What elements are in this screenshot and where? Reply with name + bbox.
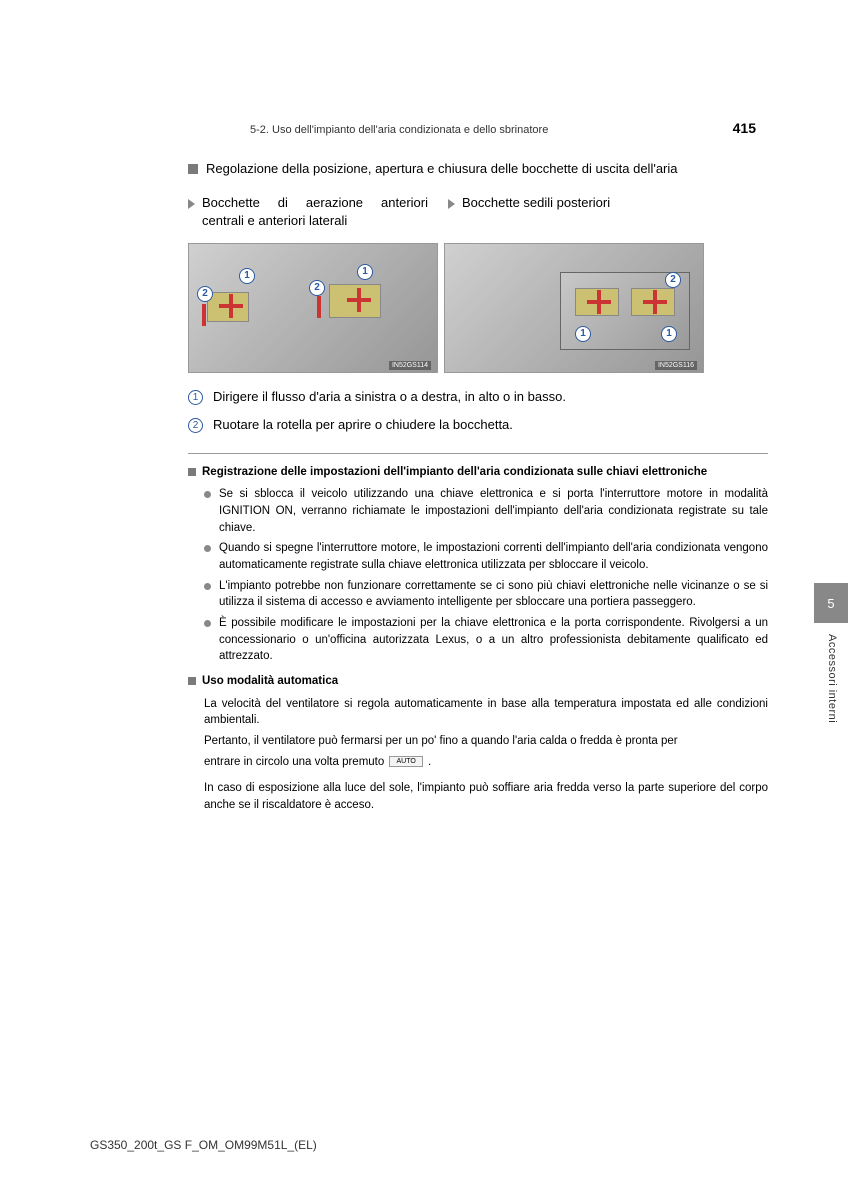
front-vents-diagram: 2 1 2 1 IN52GS114 bbox=[188, 243, 438, 373]
bullet-item: Se si sblocca il veicolo utilizzando una… bbox=[204, 486, 768, 536]
subheading-right-text: Bocchette sedili posteriori bbox=[462, 194, 610, 212]
square-bullet-icon bbox=[188, 677, 196, 685]
circle-bullet-icon bbox=[204, 583, 211, 590]
list-item: 1 Dirigere il flusso d'aria a sinistra o… bbox=[188, 389, 768, 405]
callout-2: 2 bbox=[309, 280, 325, 296]
document-code: GS350_200t_GS F_OM_OM99M51L_(EL) bbox=[90, 1138, 317, 1152]
image-code: IN52GS114 bbox=[389, 361, 431, 370]
subheading-left: Bocchette di aerazione anteriori central… bbox=[188, 194, 428, 230]
chapter-tab: 5 bbox=[814, 583, 848, 623]
bullet-text: Se si sblocca il veicolo utilizzando una… bbox=[219, 486, 768, 536]
main-heading: Regolazione della posizione, apertura e … bbox=[188, 160, 768, 178]
info-title: Uso modalità automatica bbox=[202, 673, 338, 690]
chapter-number: 5 bbox=[827, 596, 834, 611]
info-block-1: Registrazione delle impostazioni dell'im… bbox=[188, 464, 768, 665]
diagram-row: 2 1 2 1 IN52GS114 2 1 1 IN52GS116 bbox=[188, 243, 768, 373]
circle-bullet-icon bbox=[204, 491, 211, 498]
subheading-row: Bocchette di aerazione anteriori central… bbox=[188, 194, 768, 230]
circled-1-icon: 1 bbox=[188, 390, 203, 405]
bullet-item: È possibile modificare le impostazioni p… bbox=[204, 615, 768, 665]
info-title: Registrazione delle impostazioni dell'im… bbox=[202, 464, 707, 481]
bullet-text: L'impianto potrebbe non funzionare corre… bbox=[219, 578, 768, 611]
list-item: 2 Ruotare la rotella per aprire o chiude… bbox=[188, 417, 768, 433]
circle-bullet-icon bbox=[204, 545, 211, 552]
square-bullet-icon bbox=[188, 164, 198, 174]
page-header: 5-2. Uso dell'impianto dell'aria condizi… bbox=[130, 120, 768, 136]
square-bullet-icon bbox=[188, 468, 196, 476]
info-paragraph: entrare in circolo una volta premuto AUT… bbox=[204, 754, 768, 771]
divider bbox=[188, 453, 768, 454]
image-code: IN52GS116 bbox=[655, 361, 697, 370]
subheading-left-text: Bocchette di aerazione anteriori central… bbox=[202, 194, 428, 230]
callout-1: 1 bbox=[239, 268, 255, 284]
item-text: Dirigere il flusso d'aria a sinistra o a… bbox=[213, 389, 566, 404]
info-paragraph: La velocità del ventilatore si regola au… bbox=[204, 696, 768, 729]
info-heading: Registrazione delle impostazioni dell'im… bbox=[188, 464, 768, 481]
page-number: 415 bbox=[733, 120, 756, 136]
rear-vents-diagram: 2 1 1 IN52GS116 bbox=[444, 243, 704, 373]
callout-1: 1 bbox=[575, 326, 591, 342]
direction-arrows-icon bbox=[347, 288, 371, 312]
direction-arrows-icon bbox=[643, 290, 667, 314]
chapter-label: Accessori interni bbox=[826, 634, 838, 723]
bullet-text: Quando si spegne l'interruttore motore, … bbox=[219, 540, 768, 573]
vertical-arrow-icon bbox=[317, 296, 321, 318]
circled-2-icon: 2 bbox=[188, 418, 203, 433]
info-paragraph: In caso di esposizione alla luce del sol… bbox=[204, 780, 768, 813]
callout-1: 1 bbox=[357, 264, 373, 280]
triangle-icon bbox=[188, 199, 195, 209]
circle-bullet-icon bbox=[204, 620, 211, 627]
direction-arrows-icon bbox=[219, 294, 243, 318]
auto-button-icon: AUTO bbox=[389, 756, 422, 767]
bullet-item: Quando si spegne l'interruttore motore, … bbox=[204, 540, 768, 573]
direction-arrows-icon bbox=[587, 290, 611, 314]
subheading-right: Bocchette sedili posteriori bbox=[448, 194, 668, 230]
main-heading-text: Regolazione della posizione, apertura e … bbox=[206, 160, 678, 178]
callout-2: 2 bbox=[197, 286, 213, 302]
triangle-icon bbox=[448, 199, 455, 209]
numbered-list: 1 Dirigere il flusso d'aria a sinistra o… bbox=[188, 389, 768, 433]
section-path: 5-2. Uso dell'impianto dell'aria condizi… bbox=[250, 124, 548, 136]
vertical-arrow-icon bbox=[202, 304, 206, 326]
info-block-2: Uso modalità automatica La velocità del … bbox=[188, 673, 768, 814]
item-text: Ruotare la rotella per aprire o chiudere… bbox=[213, 417, 513, 432]
bullet-text: È possibile modificare le impostazioni p… bbox=[219, 615, 768, 665]
bullet-item: L'impianto potrebbe non funzionare corre… bbox=[204, 578, 768, 611]
callout-1: 1 bbox=[661, 326, 677, 342]
info-paragraph: Pertanto, il ventilatore può fermarsi pe… bbox=[204, 733, 768, 750]
info-heading: Uso modalità automatica bbox=[188, 673, 768, 690]
callout-2: 2 bbox=[665, 272, 681, 288]
